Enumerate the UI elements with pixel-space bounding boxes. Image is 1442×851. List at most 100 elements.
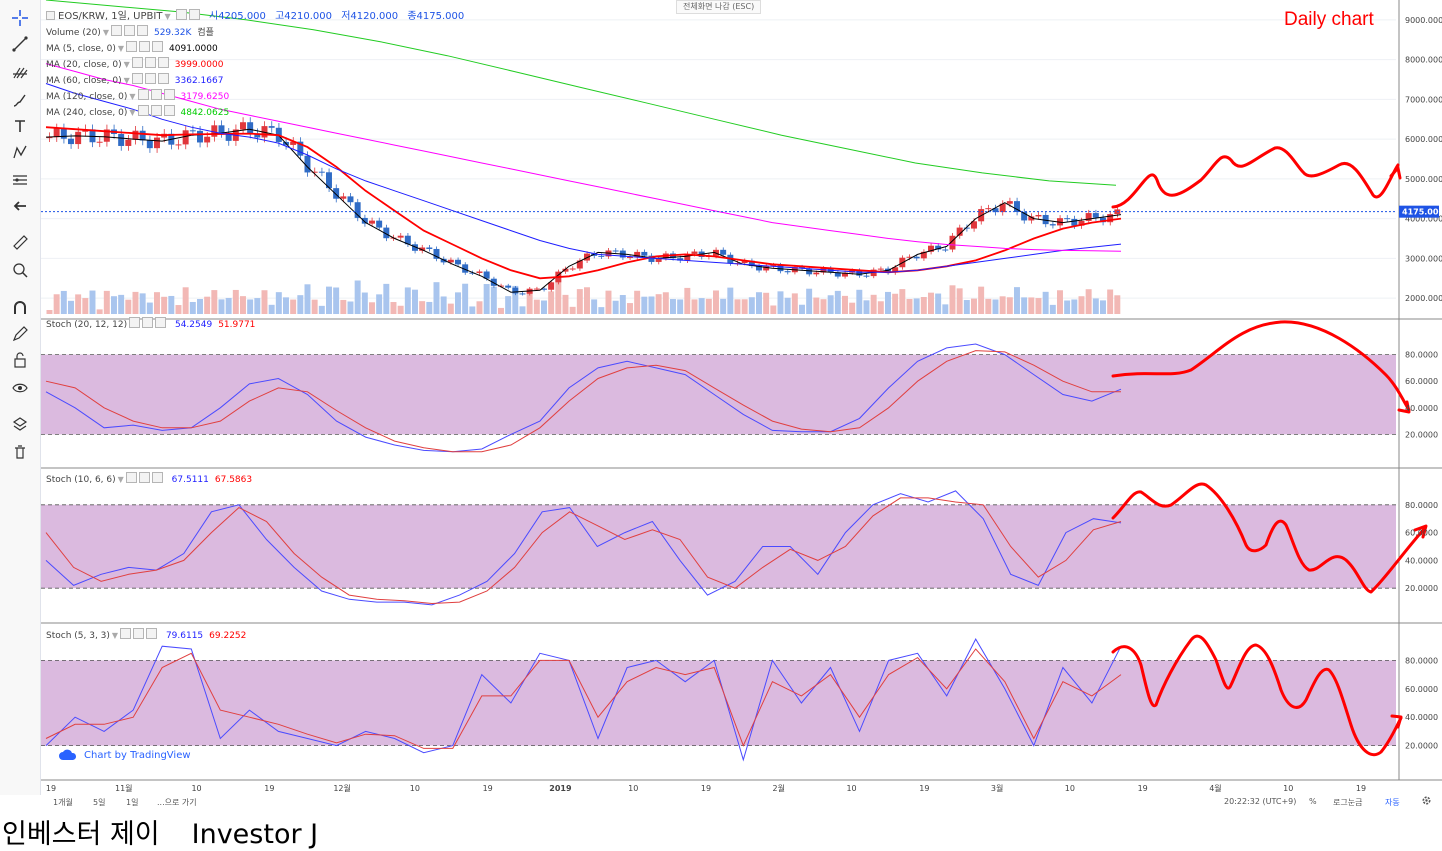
close-icon[interactable] xyxy=(146,628,158,639)
indicator-label: MA (120, close, 0) xyxy=(46,92,128,102)
volume-bar xyxy=(562,294,569,314)
chevron-down-icon[interactable]: ▼ xyxy=(102,28,109,37)
chevron-down-icon[interactable]: ▼ xyxy=(123,60,130,69)
volume-bar xyxy=(275,292,282,314)
chevron-down-icon[interactable]: ▼ xyxy=(123,76,130,85)
ruler-icon[interactable] xyxy=(8,230,32,254)
magnet-icon[interactable] xyxy=(8,296,32,320)
eye-toggle-icon[interactable] xyxy=(125,472,137,483)
close-icon[interactable] xyxy=(157,57,169,68)
volume-bar xyxy=(770,305,777,314)
osc-tick-label: 80.0000 xyxy=(1405,656,1438,665)
eye-toggle-icon[interactable] xyxy=(131,57,143,68)
forecast-price-arrowhead xyxy=(1389,166,1402,180)
chevron-down-icon[interactable]: ▼ xyxy=(111,631,119,640)
pitchfork-icon[interactable] xyxy=(8,60,32,84)
candle-body xyxy=(53,128,60,138)
eye-toggle-icon[interactable] xyxy=(137,105,149,116)
pattern-icon[interactable] xyxy=(8,140,32,164)
settings-icon[interactable] xyxy=(138,472,150,483)
settings-icon[interactable] xyxy=(188,9,200,20)
close-icon[interactable] xyxy=(163,89,175,100)
volume-bar xyxy=(96,309,103,314)
volume-bar xyxy=(999,296,1006,314)
collapse-icon[interactable] xyxy=(46,11,55,20)
stoch-k-line xyxy=(45,638,1122,762)
eye-toggle-icon[interactable] xyxy=(120,628,132,639)
chart-area[interactable]: 9000.0000 8000.0000 7000.0000 6000.0000 5000… xyxy=(41,0,1442,795)
zoom-icon[interactable] xyxy=(8,258,32,282)
price-tag-bg xyxy=(1399,205,1439,218)
time-tick-label: 19 xyxy=(46,784,56,793)
settings-icon[interactable] xyxy=(150,105,162,116)
prediction-icon[interactable] xyxy=(8,168,32,192)
settings-icon[interactable] xyxy=(144,73,156,84)
forecast-price-curve xyxy=(1111,146,1400,209)
close-icon[interactable] xyxy=(136,25,148,36)
clock-time: 20:22:32 (UTC+9) xyxy=(1224,797,1297,806)
tradingview-logo[interactable]: Chart by TradingView xyxy=(58,749,191,761)
eye-icon[interactable] xyxy=(8,376,32,400)
eye-toggle-icon[interactable] xyxy=(129,317,141,328)
candle-body xyxy=(928,245,934,252)
auto-scale-toggle[interactable]: 자동 xyxy=(1385,798,1400,807)
eye-toggle-icon[interactable] xyxy=(126,41,138,52)
crosshair-icon[interactable] xyxy=(8,6,32,30)
settings-icon[interactable] xyxy=(133,628,145,639)
candle-body xyxy=(648,255,655,262)
candle-body xyxy=(361,217,368,224)
volume-bar xyxy=(139,293,146,314)
range-1m-button[interactable]: 1개월 xyxy=(53,798,73,807)
volume-bar xyxy=(283,297,289,314)
chart-canvas[interactable]: 9000.0000 8000.0000 7000.0000 6000.0000 5000… xyxy=(41,0,1442,795)
volume-bar xyxy=(906,298,913,314)
price-tick-label: 6000.0000 xyxy=(1405,135,1442,144)
back-arrow-icon[interactable] xyxy=(8,194,32,218)
eye-toggle-icon[interactable] xyxy=(137,89,149,100)
volume-bar xyxy=(1092,298,1099,314)
close-icon[interactable] xyxy=(151,472,163,483)
eye-toggle-icon[interactable] xyxy=(110,25,122,36)
chevron-down-icon[interactable]: ▼ xyxy=(129,108,136,117)
pencil-lock-icon[interactable] xyxy=(8,322,32,346)
volume-bar xyxy=(247,299,254,314)
goto-button[interactable]: ...으로 가기 xyxy=(157,798,197,807)
volume-bar xyxy=(354,280,361,314)
settings-icon[interactable] xyxy=(144,57,156,68)
layers-icon[interactable] xyxy=(8,412,32,436)
close-icon[interactable] xyxy=(155,317,167,328)
trash-icon[interactable] xyxy=(8,440,32,464)
text-tool-icon[interactable] xyxy=(8,114,32,138)
osc-tick-label: 20.0000 xyxy=(1405,430,1438,439)
log-scale-toggle[interactable]: 로그눈금 xyxy=(1333,798,1363,807)
lock-icon[interactable] xyxy=(8,348,32,372)
volume-bar xyxy=(920,297,927,314)
close-icon[interactable] xyxy=(152,41,164,52)
volume-bar xyxy=(240,296,246,314)
range-5d-button[interactable]: 5일 xyxy=(93,798,106,807)
volume-bar xyxy=(1100,300,1106,314)
close-icon[interactable] xyxy=(157,73,169,84)
eye-toggle-icon[interactable] xyxy=(131,73,143,84)
chevron-down-icon[interactable]: ▼ xyxy=(117,475,124,484)
drawing-toolbar xyxy=(0,0,41,795)
settings-icon[interactable] xyxy=(123,25,135,36)
chevron-down-icon[interactable]: ▼ xyxy=(129,92,136,101)
settings-icon[interactable] xyxy=(142,317,154,328)
candle-body xyxy=(132,130,139,140)
chevron-down-icon[interactable]: ▼ xyxy=(164,12,171,21)
percent-toggle[interactable]: % xyxy=(1309,797,1317,806)
exit-fullscreen-hint[interactable]: 전체화면 나감 (ESC) xyxy=(676,0,762,14)
settings-icon[interactable] xyxy=(150,89,162,100)
eye-toggle-icon[interactable] xyxy=(175,9,187,20)
gear-icon[interactable] xyxy=(1421,795,1432,808)
volume-bar xyxy=(1006,297,1013,314)
range-1d-button[interactable]: 1일 xyxy=(126,798,139,807)
chevron-down-icon[interactable]: ▼ xyxy=(117,44,125,53)
settings-icon[interactable] xyxy=(139,41,151,52)
open-value: 4205.000 xyxy=(218,11,266,22)
trend-line-icon[interactable] xyxy=(8,32,32,56)
close-icon[interactable] xyxy=(163,105,175,116)
volume-bar xyxy=(390,302,397,314)
brush-icon[interactable] xyxy=(8,88,32,112)
